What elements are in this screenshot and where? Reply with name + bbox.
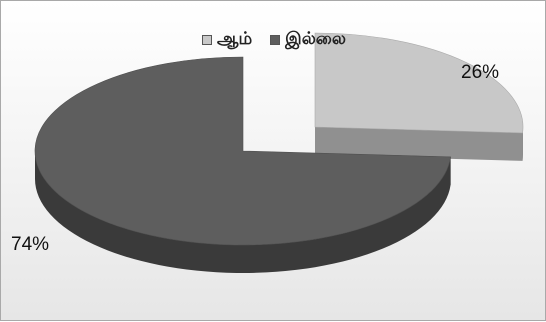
legend-entry-yes: ஆம் — [202, 29, 252, 51]
legend: ஆம் இல்லை — [1, 27, 546, 53]
data-label-no: 74% — [11, 234, 49, 255]
legend-entry-no: இல்லை — [270, 29, 346, 51]
legend-swatch-yes — [202, 35, 212, 45]
legend-label-no: இல்லை — [285, 29, 346, 51]
legend-label-yes: ஆம் — [217, 29, 252, 51]
data-label-yes: 26% — [461, 62, 499, 83]
legend-swatch-no — [270, 35, 280, 45]
